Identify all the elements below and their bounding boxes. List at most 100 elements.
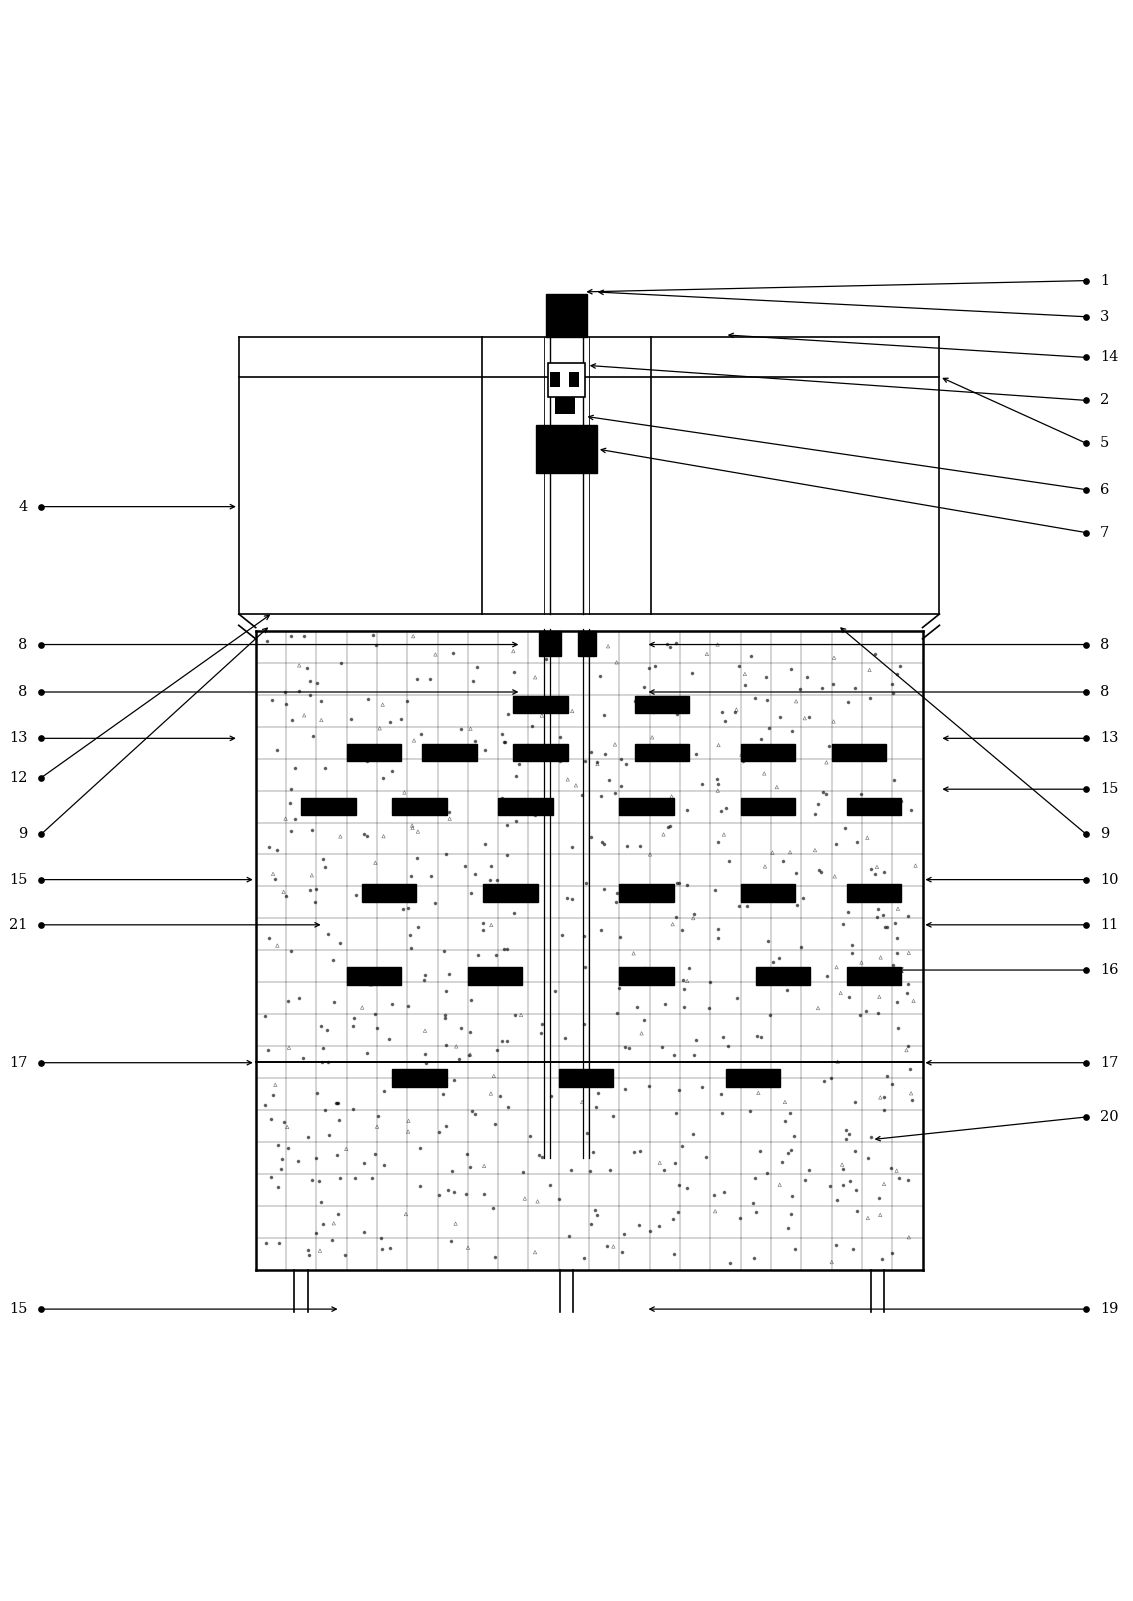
Point — [840, 690, 858, 716]
Bar — [513, 695, 568, 712]
Point — [457, 853, 475, 879]
Point — [316, 1097, 334, 1122]
Point — [820, 1174, 838, 1199]
Point — [714, 1025, 732, 1050]
Point — [298, 1124, 316, 1150]
Point — [845, 1089, 863, 1114]
Bar — [741, 797, 795, 815]
Point — [794, 885, 812, 911]
Point — [316, 756, 334, 781]
Point — [767, 957, 785, 983]
Point — [764, 949, 782, 975]
Point — [883, 1071, 901, 1097]
Point — [323, 1228, 341, 1254]
Point — [798, 664, 816, 690]
Bar — [301, 797, 356, 815]
Bar — [550, 371, 560, 387]
Point — [300, 877, 318, 903]
Point — [577, 871, 595, 897]
Point — [735, 661, 753, 687]
Point — [299, 1238, 317, 1263]
Point — [787, 688, 806, 714]
Point — [847, 1177, 866, 1202]
Point — [582, 1210, 600, 1236]
Point — [878, 1063, 896, 1089]
Point — [834, 1156, 852, 1182]
Point — [269, 1132, 287, 1158]
Point — [528, 1188, 546, 1214]
Point — [366, 1142, 384, 1167]
Point — [598, 1234, 616, 1260]
Point — [815, 1068, 833, 1093]
Point — [258, 628, 276, 653]
Point — [314, 1212, 332, 1238]
Point — [640, 1218, 658, 1244]
Point — [667, 631, 685, 656]
Point — [869, 961, 887, 986]
Point — [436, 978, 454, 1004]
Point — [846, 676, 864, 701]
Point — [787, 892, 806, 917]
Point — [436, 1005, 454, 1031]
Point — [761, 1002, 780, 1028]
Point — [301, 682, 320, 708]
Point — [279, 1135, 297, 1161]
Point — [738, 893, 756, 919]
Bar — [846, 884, 902, 901]
Point — [786, 1236, 804, 1262]
Point — [499, 701, 517, 727]
Point — [404, 623, 423, 648]
Point — [841, 885, 859, 911]
Point — [825, 709, 843, 735]
Point — [782, 1202, 800, 1228]
Point — [664, 911, 682, 937]
Point — [685, 1042, 704, 1068]
Point — [834, 911, 852, 937]
Point — [650, 1214, 668, 1239]
Point — [465, 669, 483, 695]
Point — [661, 634, 679, 660]
Text: 9: 9 — [18, 828, 27, 842]
Point — [466, 861, 484, 887]
Point — [708, 916, 726, 941]
Point — [344, 1097, 363, 1122]
Point — [475, 1153, 493, 1178]
Point — [533, 1010, 551, 1036]
Point — [459, 1142, 477, 1167]
Point — [276, 690, 295, 716]
Point — [656, 991, 674, 1017]
Point — [800, 704, 818, 730]
Point — [372, 1225, 390, 1250]
Point — [664, 1206, 682, 1231]
Point — [276, 805, 295, 831]
Point — [782, 1137, 800, 1162]
Point — [546, 978, 564, 1004]
Point — [751, 1138, 769, 1164]
Point — [462, 1098, 480, 1124]
Point — [862, 1124, 880, 1150]
Text: 8: 8 — [1100, 637, 1109, 652]
Text: 15: 15 — [1100, 783, 1118, 796]
Point — [269, 1175, 287, 1201]
Point — [826, 863, 844, 889]
Point — [411, 1135, 429, 1161]
Point — [744, 1191, 763, 1217]
Point — [706, 1199, 724, 1225]
Point — [606, 732, 624, 757]
Point — [308, 1081, 326, 1106]
Point — [721, 1250, 739, 1276]
Point — [259, 1037, 278, 1063]
Point — [833, 1151, 851, 1177]
Point — [578, 1119, 596, 1145]
Point — [563, 834, 581, 860]
Point — [845, 1138, 863, 1164]
Point — [495, 935, 513, 961]
Point — [688, 741, 706, 767]
Point — [307, 1145, 325, 1170]
Text: 15: 15 — [9, 873, 27, 887]
Point — [749, 1081, 767, 1106]
Text: 7: 7 — [1100, 525, 1109, 540]
Point — [278, 1114, 296, 1140]
Point — [683, 661, 701, 687]
Point — [434, 1081, 452, 1106]
